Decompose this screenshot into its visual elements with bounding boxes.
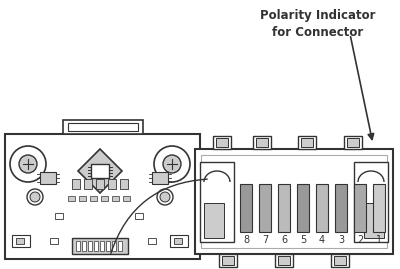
Bar [88, 241, 92, 251]
Bar [298, 136, 316, 149]
Bar [373, 184, 385, 232]
Bar [101, 196, 108, 201]
Bar [259, 184, 271, 232]
Bar [5, 134, 200, 259]
Bar [278, 184, 290, 232]
Bar [364, 203, 384, 238]
Bar [256, 138, 268, 147]
Bar [135, 213, 143, 219]
Circle shape [27, 189, 43, 205]
Text: 8: 8 [243, 235, 249, 245]
Bar [148, 238, 156, 244]
Bar [90, 196, 97, 201]
Bar [68, 196, 75, 201]
Polygon shape [78, 149, 122, 193]
Bar [334, 256, 346, 265]
Bar [68, 123, 138, 131]
Bar [216, 138, 228, 147]
Bar [204, 203, 224, 238]
Bar [331, 254, 349, 267]
Bar [222, 256, 234, 265]
Text: 4: 4 [319, 235, 325, 245]
Bar [354, 184, 366, 232]
Bar [347, 138, 359, 147]
Bar [100, 241, 104, 251]
Bar [76, 241, 80, 251]
Bar [62, 120, 142, 134]
Circle shape [30, 192, 40, 202]
Circle shape [163, 155, 181, 173]
Bar [123, 196, 130, 201]
Bar [82, 241, 86, 251]
Bar [152, 172, 168, 184]
Bar [12, 235, 30, 247]
Bar [219, 254, 237, 267]
Bar [112, 241, 116, 251]
Bar [72, 238, 128, 254]
Bar [301, 138, 313, 147]
Text: 2: 2 [357, 235, 363, 245]
Bar [40, 172, 56, 184]
Bar [201, 155, 387, 248]
Bar [112, 196, 119, 201]
Bar [316, 184, 328, 232]
Text: 7: 7 [262, 235, 268, 245]
Circle shape [154, 146, 190, 182]
Bar [174, 238, 182, 244]
Bar [55, 213, 63, 219]
Text: 6: 6 [281, 235, 287, 245]
Bar [297, 184, 309, 232]
Text: 1: 1 [376, 235, 382, 245]
Bar [108, 179, 116, 189]
Circle shape [157, 189, 173, 205]
Bar [200, 162, 234, 242]
Circle shape [10, 146, 46, 182]
Bar [96, 179, 104, 189]
Bar [16, 238, 24, 244]
Bar [84, 179, 92, 189]
Bar [344, 136, 362, 149]
Bar [94, 241, 98, 251]
Bar [278, 256, 290, 265]
Bar [354, 162, 388, 242]
Bar [275, 254, 293, 267]
Bar [91, 164, 109, 178]
Bar [170, 235, 188, 247]
Bar [106, 241, 110, 251]
Bar [118, 241, 122, 251]
Circle shape [160, 192, 170, 202]
Text: Polarity Indicator
for Connector: Polarity Indicator for Connector [260, 9, 376, 39]
Bar [72, 179, 80, 189]
Bar [195, 149, 393, 254]
Bar [120, 179, 128, 189]
Circle shape [19, 155, 37, 173]
Bar [50, 238, 58, 244]
Bar [240, 184, 252, 232]
Bar [335, 184, 347, 232]
Text: 5: 5 [300, 235, 306, 245]
Bar [213, 136, 231, 149]
Text: 3: 3 [338, 235, 344, 245]
Bar [79, 196, 86, 201]
Bar [253, 136, 271, 149]
